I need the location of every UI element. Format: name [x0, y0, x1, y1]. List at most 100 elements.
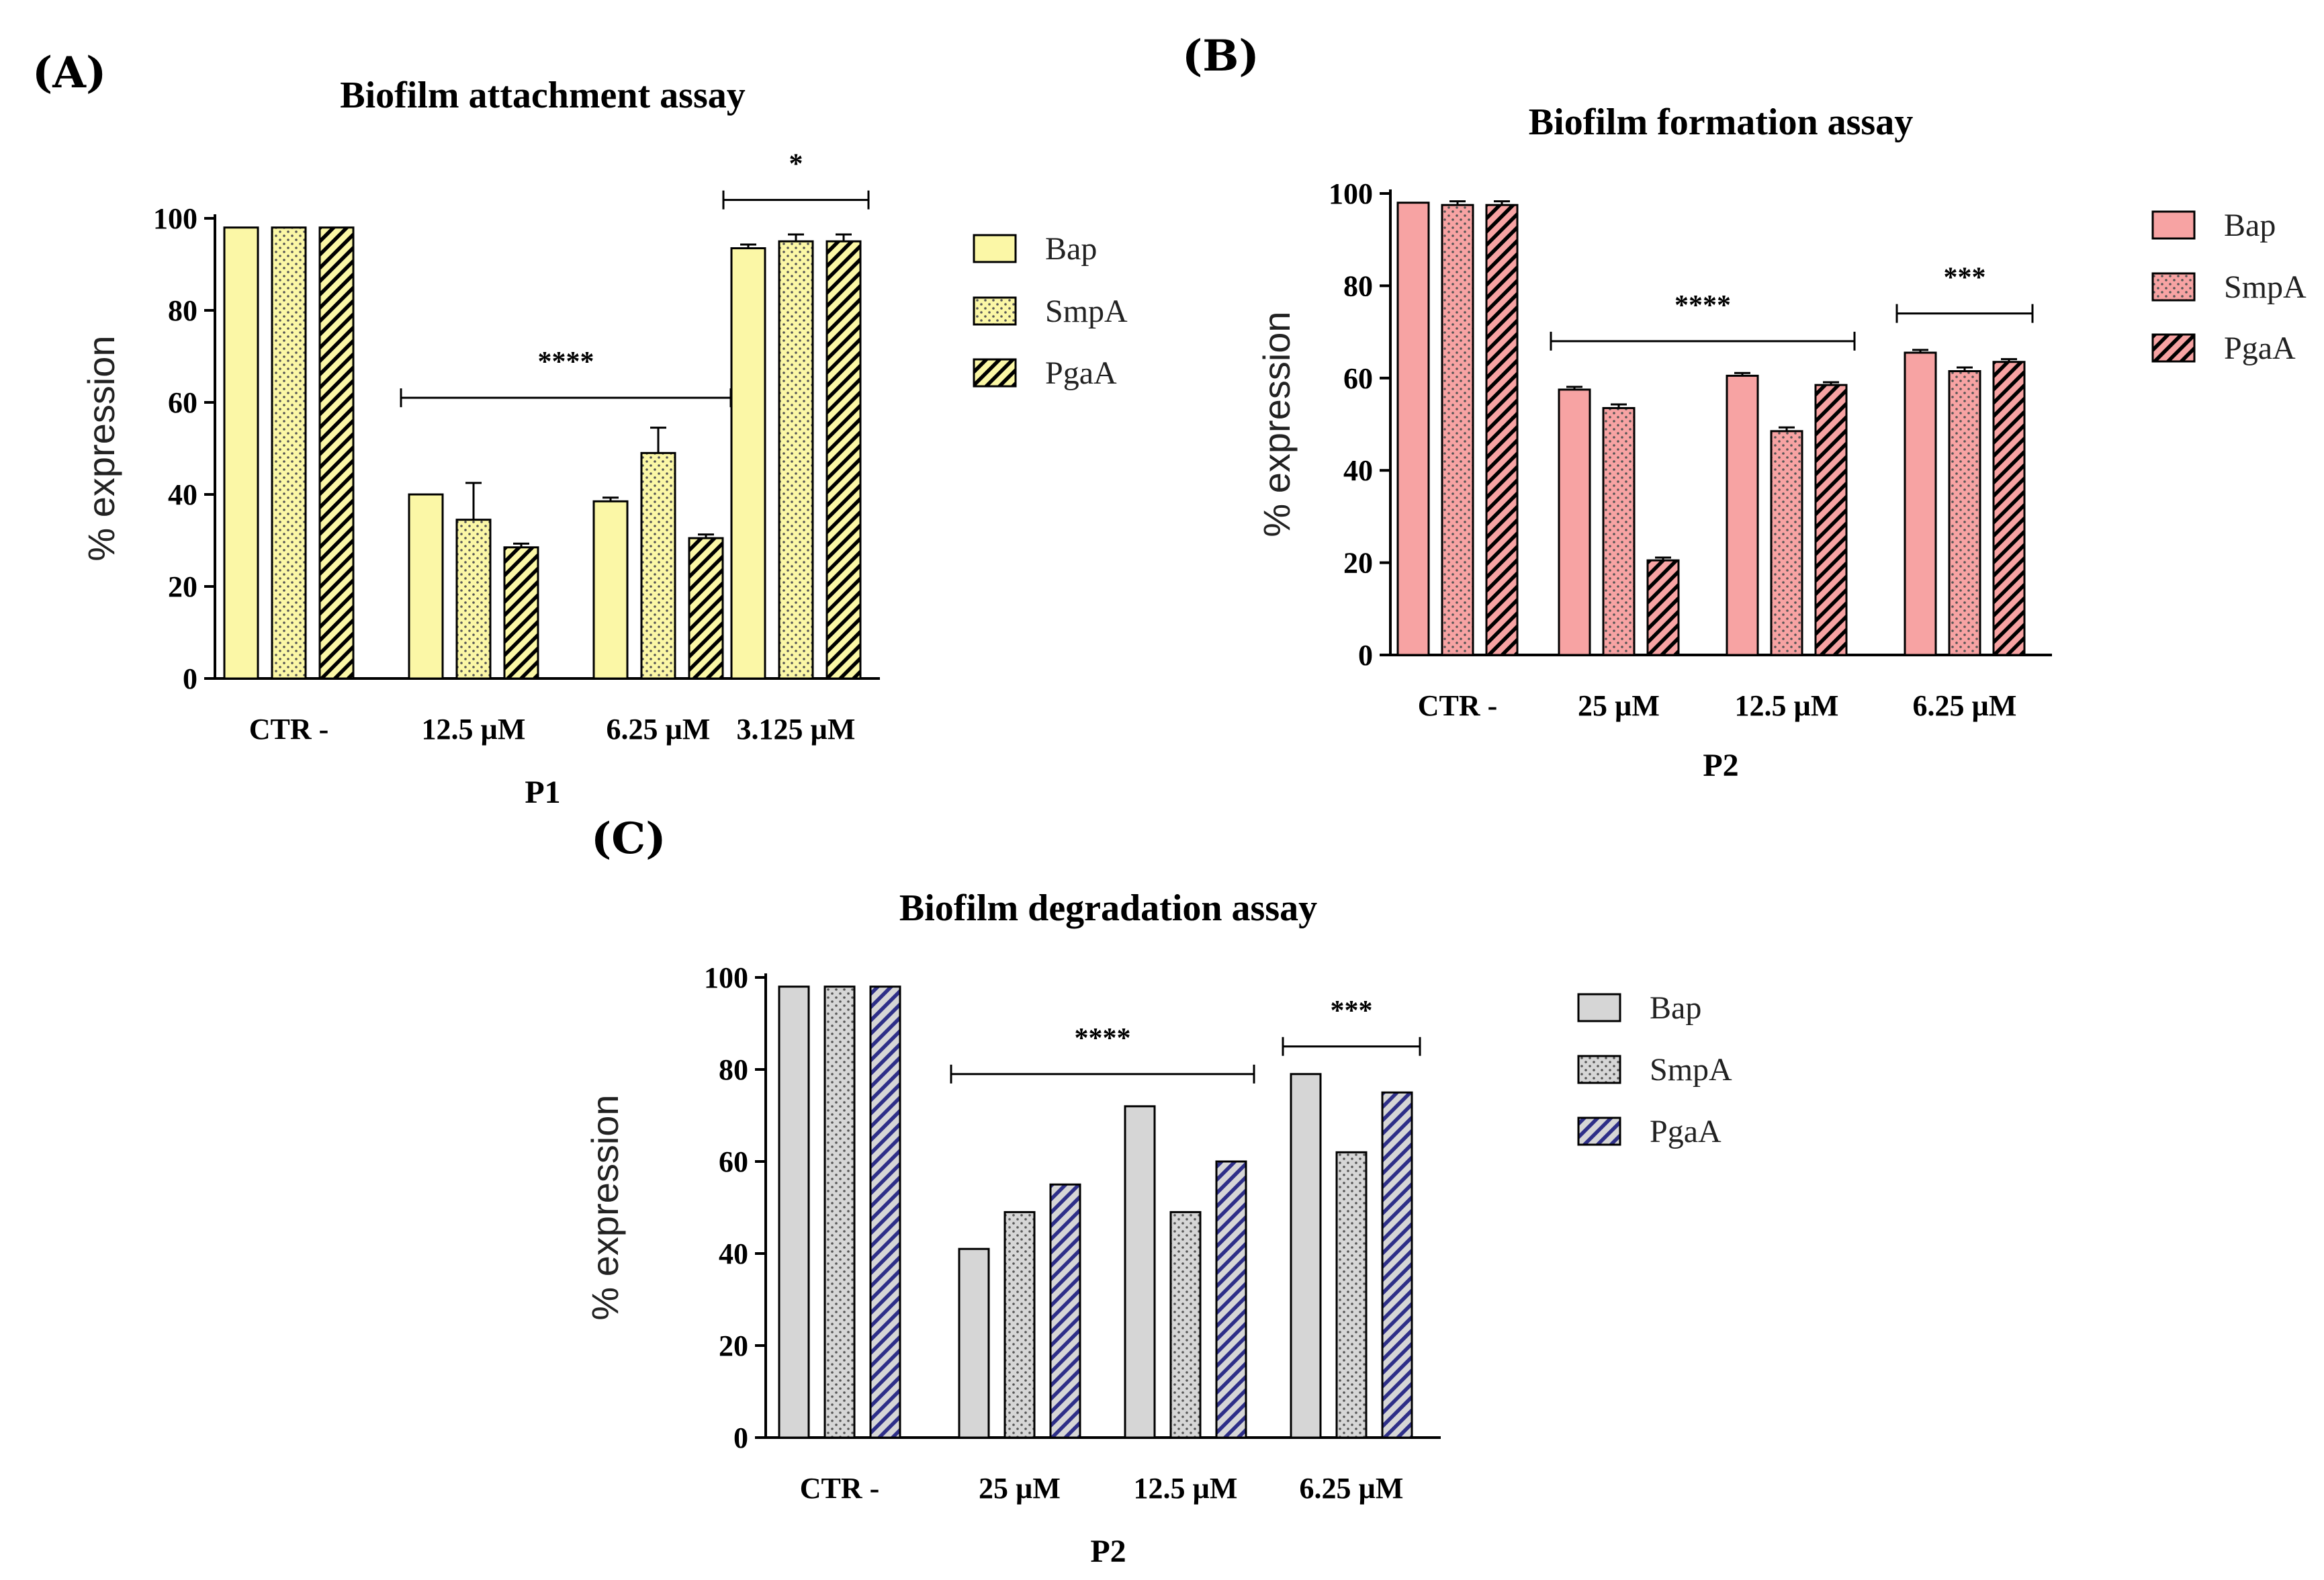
bar-bap-1 — [958, 1247, 990, 1439]
y-axis-label: % expression — [80, 335, 122, 561]
x-tick-label: 3.125 µM — [737, 713, 856, 746]
chart-a: (A) Biofilm attachment assay 0 20 40 60 80 100%… — [32, 48, 1128, 810]
bar-bap-0 — [1396, 202, 1430, 656]
legend-label-pgaa: PgaA — [1650, 1114, 1722, 1149]
y-tick-label: 40 — [719, 1237, 748, 1270]
bar-smpa-1 — [1003, 1211, 1036, 1439]
significance-label: **** — [1075, 1023, 1131, 1054]
x-tick-label: 25 µM — [979, 1472, 1061, 1505]
y-tick-label: 60 — [1343, 362, 1373, 395]
y-tick-label: 20 — [1343, 547, 1373, 580]
legend-swatch-bap — [1577, 993, 1621, 1022]
legend-label-smpa: SmpA — [1650, 1052, 1732, 1088]
legend-label-bap: Bap — [1045, 231, 1097, 267]
x-tick-label: CTR - — [800, 1472, 880, 1505]
legend-swatch-smpa — [2151, 272, 2196, 302]
bar-pgaa-1 — [1646, 559, 1680, 656]
bar-smpa-3 — [1335, 1151, 1368, 1439]
y-tick-label: 20 — [719, 1329, 748, 1362]
y-tick-label: 0 — [1358, 639, 1373, 672]
y-tick-label: 80 — [719, 1053, 748, 1086]
x-tick-label: 6.25 µM — [1300, 1472, 1404, 1505]
bar-pgaa-1 — [1049, 1183, 1081, 1439]
y-tick-label: 0 — [733, 1421, 748, 1454]
bar-smpa-1 — [1602, 406, 1636, 656]
panel-label: (A) — [32, 48, 106, 98]
x-tick-label: 6.25 µM — [607, 713, 711, 746]
y-tick-label: 100 — [153, 202, 197, 235]
y-tick-label: 40 — [1343, 454, 1373, 487]
legend-swatch-bap — [2151, 210, 2196, 240]
bar-smpa-0 — [823, 985, 856, 1439]
bar-pgaa-3 — [1992, 361, 2026, 656]
legend-label-bap: Bap — [2224, 208, 2276, 243]
y-tick-label: 100 — [1329, 177, 1373, 210]
chart-title: Biofilm attachment assay — [340, 75, 746, 116]
legend-swatch-pgaa — [1577, 1116, 1621, 1146]
bar-pgaa-2 — [1814, 384, 1848, 656]
significance-label: *** — [1944, 263, 1986, 294]
y-tick-label: 100 — [704, 961, 748, 994]
significance-label: **** — [1674, 290, 1731, 321]
x-tick-label: 12.5 µM — [1134, 1472, 1238, 1505]
y-tick-label: 80 — [1343, 269, 1373, 302]
y-tick-label: 20 — [168, 570, 197, 603]
bar-smpa-2 — [1770, 430, 1803, 656]
bar-smpa-2 — [1169, 1211, 1202, 1439]
bar-bap-0 — [778, 985, 810, 1439]
y-tick-label: 0 — [183, 662, 197, 695]
bar-pgaa-0 — [869, 985, 901, 1439]
bar-smpa-1 — [455, 519, 492, 680]
legend-label-smpa: SmpA — [2224, 269, 2307, 305]
significance-label: *** — [1331, 996, 1373, 1026]
legend-swatch-bap — [973, 234, 1017, 263]
x-tick-label: 12.5 µM — [1735, 689, 1839, 722]
legend-swatch-pgaa — [973, 358, 1017, 388]
legend-label-pgaa: PgaA — [1045, 355, 1117, 391]
x-axis-label: P2 — [1090, 1534, 1126, 1569]
bar-smpa-0 — [1441, 204, 1474, 656]
bar-pgaa-3 — [825, 240, 862, 680]
legend-label-pgaa: PgaA — [2224, 331, 2296, 366]
significance-label: * — [789, 149, 803, 180]
bar-pgaa-1 — [503, 546, 539, 680]
legend-label-bap: Bap — [1650, 990, 1701, 1026]
y-axis-label: % expression — [1255, 311, 1298, 537]
y-axis-label: % expression — [584, 1094, 626, 1320]
bar-bap-1 — [1558, 388, 1591, 656]
bar-bap-0 — [223, 226, 259, 680]
bar-pgaa-0 — [318, 226, 355, 680]
y-tick-label: 40 — [168, 478, 197, 511]
bar-bap-2 — [592, 500, 629, 680]
legend-swatch-pgaa — [2151, 333, 2196, 363]
bar-bap-3 — [1290, 1073, 1322, 1439]
panel-label: (B) — [1182, 31, 1259, 81]
x-axis-label: P1 — [525, 775, 560, 810]
bar-bap-2 — [1726, 374, 1759, 656]
x-tick-label: 12.5 µM — [422, 713, 526, 746]
chart-title: Biofilm degradation assay — [899, 887, 1317, 929]
chart-c: (C) Biofilm degradation assay 0 20 40 60 80 100… — [584, 814, 1732, 1569]
bar-smpa-3 — [778, 240, 814, 680]
x-tick-label: CTR - — [249, 713, 329, 746]
legend-swatch-smpa — [1577, 1055, 1621, 1084]
bar-bap-3 — [730, 247, 766, 680]
bar-bap-1 — [408, 493, 444, 680]
chart-b: (B) Biofilm formation assay 0 20 40 60 80 100 % … — [1182, 31, 2307, 783]
y-tick-label: 80 — [168, 294, 197, 327]
bar-bap-2 — [1124, 1105, 1156, 1439]
significance-label: **** — [538, 347, 594, 378]
bar-smpa-3 — [1948, 369, 1981, 656]
bar-pgaa-2 — [1215, 1160, 1247, 1439]
legend-label-smpa: SmpA — [1045, 294, 1128, 329]
y-tick-label: 60 — [168, 386, 197, 419]
panel-label: (C) — [591, 814, 666, 864]
legend-swatch-smpa — [973, 296, 1017, 326]
x-tick-label: 25 µM — [1578, 689, 1660, 722]
chart-title: Biofilm formation assay — [1529, 101, 1913, 143]
bar-bap-3 — [1904, 351, 1937, 656]
bar-pgaa-2 — [688, 537, 724, 680]
y-tick-label: 60 — [719, 1145, 748, 1178]
bar-smpa-0 — [271, 226, 307, 680]
